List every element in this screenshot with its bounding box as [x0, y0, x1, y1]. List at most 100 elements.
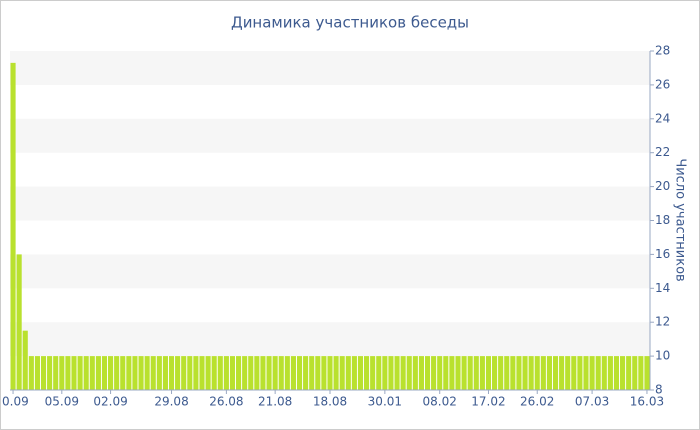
bar	[394, 356, 400, 390]
bar	[345, 356, 351, 390]
bar	[644, 356, 650, 390]
bar	[156, 356, 162, 390]
bar	[162, 356, 168, 390]
bar	[364, 356, 370, 390]
bar	[120, 356, 126, 390]
bar	[443, 356, 449, 390]
bar	[28, 356, 34, 390]
bar	[412, 356, 418, 390]
bar	[266, 356, 272, 390]
bar	[327, 356, 333, 390]
x-tick-label: 05.09	[45, 395, 79, 409]
bar	[522, 356, 528, 390]
x-tick-label: 18.08	[313, 395, 347, 409]
bar	[144, 356, 150, 390]
bar	[242, 356, 248, 390]
bar	[22, 330, 28, 390]
bar	[53, 356, 59, 390]
bar	[217, 356, 223, 390]
bar	[473, 356, 479, 390]
bar	[187, 356, 193, 390]
y-tick-label: 20	[655, 179, 670, 193]
bar	[565, 356, 571, 390]
bar	[333, 356, 339, 390]
bar	[77, 356, 83, 390]
bar	[181, 356, 187, 390]
bar	[138, 356, 144, 390]
y-tick-label: 18	[655, 213, 670, 227]
bar	[595, 356, 601, 390]
bar	[424, 356, 431, 390]
bar	[461, 356, 467, 390]
bar	[418, 356, 424, 390]
bar	[449, 356, 455, 390]
bar	[205, 356, 211, 390]
bar	[613, 356, 620, 390]
bar	[485, 356, 492, 390]
y-tick-label: 8	[655, 383, 663, 397]
grid-band	[10, 51, 650, 85]
bar	[108, 356, 114, 390]
bar	[400, 356, 406, 390]
bar	[492, 356, 498, 390]
bar	[101, 356, 108, 390]
y-tick-label: 16	[655, 247, 670, 261]
x-tick-label: 16.03	[630, 395, 664, 409]
bar	[577, 356, 583, 390]
bar	[546, 356, 552, 390]
bar	[479, 356, 485, 390]
y-tick-label: 22	[655, 145, 670, 159]
bar	[229, 356, 236, 390]
bar	[321, 356, 327, 390]
bar	[65, 356, 71, 390]
bar	[601, 356, 607, 390]
bar	[510, 356, 516, 390]
bar	[431, 356, 437, 390]
y-axis-label: Число участников	[673, 158, 688, 281]
bar	[382, 356, 388, 390]
bar	[71, 356, 77, 390]
bar	[40, 356, 47, 390]
bar	[528, 356, 534, 390]
x-tick-label: 30.01	[368, 395, 402, 409]
y-tick-label: 24	[655, 111, 670, 125]
bar	[95, 356, 101, 390]
x-tick-label: 26.02	[520, 395, 554, 409]
bar	[47, 356, 53, 390]
bar	[290, 356, 296, 390]
bar	[272, 356, 278, 390]
bar	[89, 356, 95, 390]
bar	[309, 356, 315, 390]
y-tick-label: 28	[655, 44, 670, 58]
bar	[388, 356, 394, 390]
x-tick-label: 29.08	[154, 395, 188, 409]
x-tick-label: 26.08	[209, 395, 243, 409]
bar	[620, 356, 626, 390]
bar	[175, 356, 181, 390]
bar	[455, 356, 461, 390]
bar	[223, 356, 229, 390]
bar	[150, 356, 156, 390]
bar	[437, 356, 443, 390]
grid-band	[10, 322, 650, 357]
bar	[357, 356, 364, 390]
bar	[248, 356, 254, 390]
bar	[406, 356, 412, 390]
grid-band	[10, 118, 650, 153]
x-tick-label: 17.02	[471, 395, 505, 409]
bar	[236, 356, 242, 390]
x-tick-label: 07.03	[575, 395, 609, 409]
bar	[315, 356, 321, 390]
y-tick-label: 10	[655, 349, 670, 363]
chart-title: Динамика участников беседы	[231, 14, 469, 32]
bar	[516, 356, 522, 390]
x-tick-label: 08.02	[423, 395, 457, 409]
bar	[114, 356, 120, 390]
x-tick-label: 0.09	[2, 395, 29, 409]
bar	[126, 356, 132, 390]
bar	[254, 356, 260, 390]
y-tick-label: 26	[655, 77, 670, 91]
bar	[540, 356, 546, 390]
bar	[632, 356, 638, 390]
